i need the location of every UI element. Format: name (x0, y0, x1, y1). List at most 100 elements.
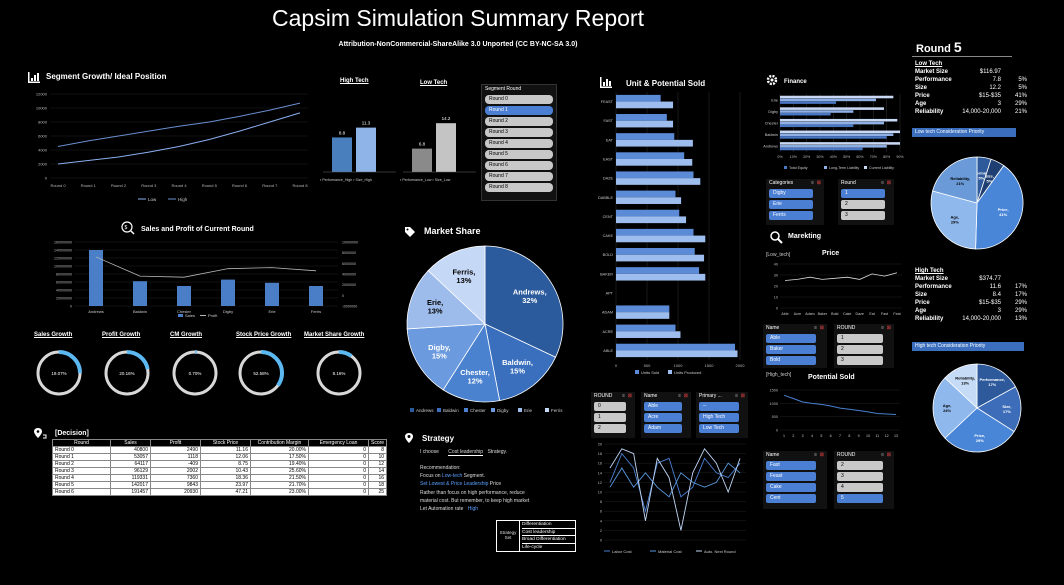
segment-round-item[interactable]: Round 3 (485, 128, 553, 137)
slicer-item-high-tech[interactable]: High Tech (699, 413, 739, 422)
strategy-set-items: Differentiation Cost leadership Broad Diff… (519, 521, 576, 552)
slicer-item-cake[interactable]: Cake (766, 483, 816, 492)
decision-row: Round 6 191457 20930 47.21 23.00% 0 25 (52, 488, 388, 496)
slicer-item-4[interactable]: 4 (837, 483, 883, 492)
kpi-high-key: Market Size (915, 276, 949, 282)
clear-filter-icon[interactable]: ⊠ (740, 393, 745, 399)
x-tick-label: Able (781, 312, 788, 316)
price-chart-title: Price (822, 250, 840, 257)
decision-cell: 20.00% (250, 446, 309, 454)
bottom-name-slicer: Name ≡ ⊠ Able Acre Adam (641, 392, 691, 438)
decision-cell: 0 (308, 481, 369, 489)
clear-filter-icon[interactable]: ⊠ (886, 452, 891, 458)
slicer-item-adam[interactable]: Adam (644, 424, 682, 433)
high-tech-mini-chart: 8.8 11.3 ▪ Performance_High ▪ Size_High (320, 121, 396, 182)
pie-label-name: Price, (998, 207, 1009, 212)
market-share-pie: Andrews,32%Baldwin,15%Chester,12%Digby,1… (406, 245, 564, 413)
slicer-item--[interactable]: -- (699, 402, 739, 411)
slicer-item-able[interactable]: Able (644, 402, 682, 411)
slicer-item-0[interactable]: 0 (594, 402, 626, 411)
slicer-item-2[interactable]: 2 (837, 461, 883, 470)
segment-round-item[interactable]: Round 4 (485, 139, 553, 148)
slicer-item-2[interactable]: 2 (594, 424, 626, 433)
pie-label-value: 41% (999, 212, 1007, 217)
slicer-item-able[interactable]: Able (766, 334, 816, 343)
round-value: 5 (953, 39, 962, 55)
slicer-item-3[interactable]: 3 (837, 472, 883, 481)
pie-label-value: 29% (951, 219, 959, 224)
segment-round-item[interactable]: Round 6 (485, 161, 553, 170)
clear-filter-icon[interactable]: ⊠ (819, 325, 824, 331)
product-label: ABLE (603, 349, 613, 353)
page-title: Capsim Simulation Summary Report (272, 5, 644, 31)
current-liability-bar (780, 107, 884, 110)
slicer-item-fast[interactable]: Fast (766, 461, 816, 470)
kpi-low-key: Reliability (915, 109, 944, 115)
legend-swatch (635, 370, 639, 374)
segment-round-item[interactable]: Round 7 (485, 172, 553, 181)
slicer-item-2[interactable]: 2 (837, 345, 883, 354)
decision-cell: Round 6 (52, 488, 111, 496)
current-liability-bar (780, 130, 900, 134)
y-tick-label: 14 (598, 471, 602, 475)
clear-filter-icon[interactable]: ⊠ (816, 180, 821, 186)
slicer-item-3[interactable]: 3 (837, 356, 883, 365)
decision-cell: 64117 (110, 460, 151, 468)
slicer-item-1[interactable]: 1 (594, 413, 626, 422)
strategy-choice-dropdown[interactable]: Cost leadership (448, 449, 484, 456)
product-label: BAKER (600, 272, 613, 276)
pie-label-value: 24% (943, 408, 951, 413)
slicer-item-1[interactable]: 1 (841, 189, 885, 198)
product-label: EAST (603, 158, 614, 162)
clear-filter-icon[interactable]: ⊠ (886, 180, 891, 186)
x-tick-label: 10 (866, 434, 870, 438)
left-tick-label: 140000000 (54, 249, 72, 253)
slicer-item-baker[interactable]: Baker (766, 345, 816, 354)
slicer-item-3[interactable]: 3 (841, 211, 885, 220)
decision-cell: 142017 (110, 481, 151, 489)
decision-row: Round 2 64117 -409 8.75 19.40% 0 12 (52, 460, 388, 468)
gauge-fill (104, 350, 150, 396)
pie-label-value: 29% (976, 438, 984, 443)
slicer-item-feast[interactable]: Feast (766, 472, 816, 481)
segment-round-item[interactable]: Round 8 (485, 183, 553, 192)
legend-swatch (784, 166, 787, 169)
mini-bar (436, 123, 456, 172)
focus-suffix: Segment. (463, 473, 486, 479)
current-liability-bar (780, 95, 894, 99)
clear-filter-icon[interactable]: ⊠ (627, 393, 632, 399)
slicer-item-bold[interactable]: Bold (766, 356, 816, 365)
slicer-item-acre[interactable]: Acre (644, 413, 682, 422)
slicer-item-low-tech[interactable]: Low Tech (699, 424, 739, 433)
clear-filter-icon[interactable]: ⊠ (886, 325, 891, 331)
segment-round-item[interactable]: Round 5 (485, 150, 553, 159)
x-tick-label: 9 (858, 434, 860, 438)
legend-swatch (824, 166, 827, 169)
segment-round-item[interactable]: Round 0 (485, 95, 553, 104)
pie-slice (932, 156, 978, 204)
product-label: CENT (603, 215, 614, 219)
clear-filter-icon[interactable]: ⊠ (683, 393, 688, 399)
slicer-item-2[interactable]: 2 (841, 200, 885, 209)
right-tick-label: 2000000 (342, 283, 356, 287)
segment-round-item[interactable]: Round 1 (485, 106, 553, 115)
slicer-item-cent[interactable]: Cent (766, 494, 816, 503)
decision-cell: 10 (367, 453, 388, 461)
pie-label-name: Performance, (968, 171, 994, 176)
pie-label-name: Reliability, (950, 176, 970, 181)
x-tick-label: 11 (875, 434, 879, 438)
x-tick-label: 5 (820, 434, 822, 438)
pie-label-name: Size, (1002, 404, 1011, 409)
pie-slice (427, 245, 486, 325)
y-tick-label: 8000 (38, 120, 48, 125)
clear-filter-icon[interactable]: ⊠ (819, 452, 824, 458)
slicer-item-1[interactable]: 1 (837, 334, 883, 343)
segment-round-item[interactable]: Round 2 (485, 117, 553, 126)
kpi-high-percent: 29% (1014, 300, 1027, 306)
slicer-item-5[interactable]: 5 (837, 494, 883, 503)
slicer-item-erie[interactable]: Erie (769, 200, 813, 209)
slicer-item-ferris[interactable]: Ferris (769, 211, 813, 220)
slicer-item-digby[interactable]: Digby (769, 189, 813, 198)
